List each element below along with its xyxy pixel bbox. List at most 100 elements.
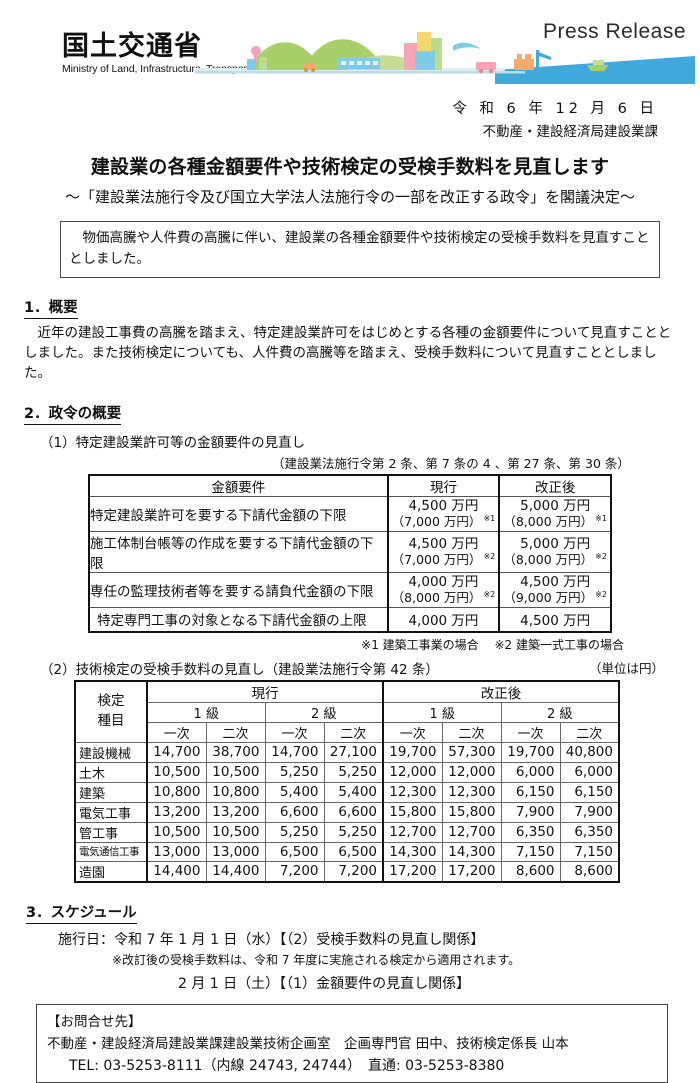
cell-value: 5,250 <box>323 821 384 843</box>
footnote-mark: ※2 <box>483 552 496 562</box>
footnote-2: ※2 建築一式工事の場合 <box>494 637 624 652</box>
issue-date: 令 和 6 年 12 月 6 日 <box>452 101 658 117</box>
page-subtitle: ～「建設業法施行令及び国立大学法人法施行令の一部を改正する政令」を閣議決定～ <box>64 188 635 206</box>
section-2-1-heading: （1）特定建設業許可等の金額要件の見直し <box>40 434 306 451</box>
row-label: 施工体制台帳等の作成を要する下請代金額の下限 <box>88 531 389 574</box>
row-revised-value: 4,500 万円 （9,000 万円） ※2 <box>498 572 612 609</box>
cell-value: 10,500 <box>146 761 207 783</box>
row-current-value: 4,000 万円 （8,000 万円） ※2 <box>386 572 500 609</box>
cell-value: 13,200 <box>146 801 207 823</box>
th-r2-stage1: 一次 <box>500 721 561 743</box>
section-2-heading: 2．政令の概要 <box>24 402 122 425</box>
cell-value: 13,200 <box>205 801 266 823</box>
value-main: 5,000 万円 <box>520 535 591 552</box>
cell-value: 6,000 <box>559 761 620 783</box>
table-header-row-group: 検定 種目 現行 改正後 <box>74 680 620 743</box>
footnote-mark: ※2 <box>483 590 496 600</box>
value-sub: （7,000 万円） ※2 <box>391 552 496 568</box>
table-row: 電気通信工事 13,000 13,000 6,500 6,500 14,300 … <box>74 841 620 862</box>
page-header: Press Release 国土交通省 Ministry of Land, In… <box>0 0 700 95</box>
cell-value: 12,300 <box>382 781 443 803</box>
cell-value: 10,800 <box>205 781 266 803</box>
cell-value: 8,600 <box>500 860 561 883</box>
row-current-value: 4,000 万円 <box>386 607 500 633</box>
footnote-mark: ※1 <box>595 514 607 524</box>
contact-box: 【お問合せ先】 不動産・建設経済局建設業課建設業技術企画室 企画専門官 田中、技… <box>36 1003 668 1083</box>
section-2-2-heading-row: （2）技術検定の受検手数料の見直し（建設業法施行令第 42 条） （単位は円） <box>40 658 700 678</box>
section-1: 1．概要 近年の建設工事費の高騰を踏まえ、特定建設業許可をはじめとする各種の金額… <box>0 286 700 384</box>
cell-value: 14,700 <box>146 741 207 763</box>
value-main: 4,500 万円 <box>408 497 479 514</box>
schedule-note: ※改訂後の受検手数料は、令和 7 年度に実施される検定から適用されます。 <box>112 952 521 967</box>
value-main: 4,500 万円 <box>520 573 591 590</box>
th-current: 現行 <box>386 474 500 498</box>
cell-value: 6,500 <box>264 841 325 862</box>
row-current-value: 4,500 万円 （7,000 万円） ※2 <box>386 531 500 574</box>
cell-value: 13,000 <box>205 841 266 862</box>
row-label: 電気工事 <box>74 801 148 823</box>
value-sub: （7,000 万円） ※1 <box>391 514 496 530</box>
section-2-2-heading: （2）技術検定の受検手数料の見直し（建設業法施行令第 42 条） <box>40 661 439 678</box>
value-main: 5,000 万円 <box>520 497 591 514</box>
cell-value: 5,250 <box>264 821 325 843</box>
th-requirement: 金額要件 <box>88 474 389 498</box>
section-2: 2．政令の概要 （1）特定建設業許可等の金額要件の見直し （建設業法施行令第 2… <box>0 392 700 472</box>
document-meta: 令 和 6 年 12 月 6 日 不動産・建設経済局建設業課 <box>0 97 700 140</box>
cell-value: 17,200 <box>441 860 502 883</box>
value-sub: （8,000 万円） ※2 <box>391 590 496 606</box>
row-label: 土木 <box>74 761 148 783</box>
cell-value: 6,150 <box>500 781 561 803</box>
row-label: 建築 <box>74 781 148 803</box>
cell-value: 12,000 <box>382 761 443 783</box>
table-header-row-grade: 1 級 2 級 1 級 2 級 <box>75 701 620 723</box>
cell-value: 7,200 <box>323 860 384 883</box>
th-exam-type: 検定 種目 <box>74 680 148 743</box>
th-c2-stage1: 一次 <box>264 721 325 743</box>
section-1-heading: 1．概要 <box>24 296 78 319</box>
cell-value: 10,500 <box>146 821 207 843</box>
cell-value: 5,400 <box>264 781 325 803</box>
cell-value: 8,600 <box>559 860 620 883</box>
cell-value: 14,700 <box>264 741 325 763</box>
row-label: 電気通信工事 <box>74 841 148 862</box>
cell-value: 6,150 <box>559 781 620 803</box>
cell-value: 57,300 <box>441 741 502 763</box>
th-revised-grade1: 1 級 <box>382 701 502 723</box>
table-row: 特定専門工事の対象となる下請代金額の上限 4,000 万円 4,500 万円 <box>88 607 612 633</box>
table-row: 施工体制台帳等の作成を要する下請代金額の下限 4,500 万円 （7,000 万… <box>88 531 612 574</box>
row-label: 建設機械 <box>74 741 148 763</box>
row-revised-value: 4,500 万円 <box>498 607 612 633</box>
th-group-revised: 改正後 <box>382 680 620 703</box>
cell-value: 6,350 <box>500 821 561 843</box>
cell-value: 6,600 <box>323 801 384 823</box>
amount-requirements-table: 金額要件 現行 改正後 特定建設業許可を要する下請代金額の下限 4,500 万円… <box>88 473 612 633</box>
exam-fee-table-wrap: 検定 種目 現行 改正後 1 級 2 級 1 級 2 級 一次 二次 一次 二次 <box>74 679 700 883</box>
th-current-grade1: 1 級 <box>146 701 266 723</box>
footnote-mark: ※1 <box>483 514 496 524</box>
th-revised-grade2: 2 級 <box>500 701 620 723</box>
th-c1-stage2: 二次 <box>205 721 266 743</box>
table-header-row: 金額要件 現行 改正後 <box>88 474 612 498</box>
page-title: 建設業の各種金額要件や技術検定の受検手数料を見直します <box>90 156 610 178</box>
table1-footnotes: ※1 建築工事業の場合 ※2 建築一式工事の場合 <box>0 636 700 653</box>
cell-value: 7,900 <box>500 801 561 823</box>
cell-value: 5,250 <box>323 761 384 783</box>
th-r1-stage1: 一次 <box>382 721 443 743</box>
th-exam-type-line2: 種目 <box>97 712 125 729</box>
cell-value: 15,800 <box>382 801 443 823</box>
cell-value: 6,000 <box>500 761 561 783</box>
schedule-line-1: 施行日：令和 7 年 1 月 1 日（水）【（2）受検手数料の見直し関係】 <box>58 931 485 948</box>
row-label: 専任の監理技術者等を要する請負代金額の下限 <box>88 572 389 609</box>
table-row: 管工事 10,500 10,500 5,250 5,250 12,700 12,… <box>74 821 620 843</box>
lead-summary-text: 物価高騰や人件費の高騰に伴い、建設業の各種金額要件や技術検定の受検手数料を見直す… <box>69 230 650 267</box>
cell-value: 10,500 <box>205 821 266 843</box>
th-c2-stage2: 二次 <box>323 721 384 743</box>
cell-value: 12,700 <box>382 821 443 843</box>
cell-value: 38,700 <box>205 741 266 763</box>
cell-value: 19,700 <box>382 741 443 763</box>
table-row: 特定建設業許可を要する下請代金額の下限 4,500 万円 （7,000 万円） ※… <box>88 496 612 533</box>
footnote-mark: ※2 <box>595 590 607 600</box>
cell-value: 19,700 <box>500 741 561 763</box>
value-sub: （8,000 万円） ※1 <box>503 514 607 530</box>
